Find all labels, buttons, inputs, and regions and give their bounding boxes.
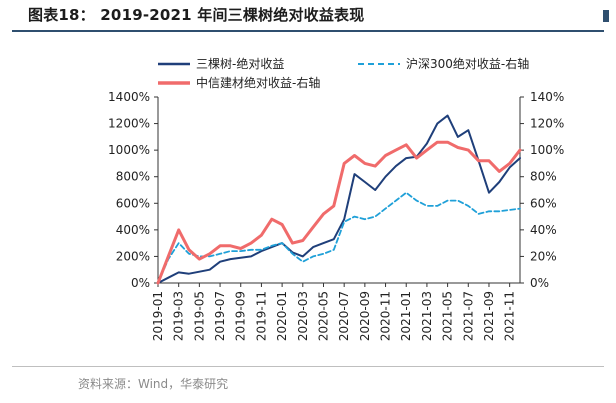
legend-label-sankeshu: 三棵树-绝对收益: [196, 56, 284, 71]
y-right-tick-label: 0%: [530, 276, 549, 290]
x-tick-label: 2019-07: [213, 291, 227, 341]
series-line-1: [157, 191, 521, 284]
x-tick-label: 2020-09: [358, 291, 372, 341]
x-tick-label: 2020-11: [379, 291, 393, 341]
y-left-tick-label: 800%: [116, 170, 150, 184]
legend-label-hs300: 沪深300绝对收益-右轴: [406, 56, 529, 71]
y-right-tick-label: 140%: [530, 90, 564, 104]
x-tick-label: 2019-05: [192, 291, 206, 341]
x-tick-label: 2020-07: [337, 291, 351, 341]
x-tick-label: 2021-01: [399, 291, 413, 341]
plot-area: [156, 114, 522, 285]
x-tick-label: 2021-03: [420, 291, 434, 341]
y-right-tick-label: 20%: [530, 249, 557, 263]
source-note: 资料来源：Wind，华泰研究: [78, 377, 229, 391]
chart-axes: 0% 200% 400% 600% 800% 1000% 1200% 1400% 0% 20% 40…: [108, 90, 564, 341]
x-tick-label: 2019-01: [151, 291, 165, 341]
y-right-tick-label: 60%: [530, 196, 557, 210]
x-tick-label: 2019-03: [172, 291, 186, 341]
x-tick-label: 2021-07: [461, 291, 475, 341]
legend-label-zxjc: 中信建材绝对收益-右轴: [196, 75, 320, 90]
y-left-tick-label: 1000%: [108, 143, 150, 157]
x-tick-label: 2021-09: [482, 291, 496, 341]
y-left-tick-label: 1400%: [108, 90, 150, 104]
y-left-tick-label: 0%: [131, 276, 150, 290]
y-left-tick-label: 400%: [116, 223, 150, 237]
x-tick-label: 2020-05: [316, 291, 330, 341]
x-tick-label: 2020-01: [275, 291, 289, 341]
source-divider: [12, 366, 604, 367]
y-right-tick-label: 120%: [530, 117, 564, 131]
edge-marker: [603, 10, 609, 22]
x-tick-label: 2021-05: [441, 291, 455, 341]
title-divider: [12, 30, 604, 32]
chart-title: 图表18： 2019-2021 年间三棵树绝对收益表现: [28, 6, 365, 24]
series-line-0: [157, 114, 521, 284]
x-tick-label: 2020-03: [296, 291, 310, 341]
x-tick-label: 2019-09: [234, 291, 248, 341]
y-right-tick-label: 100%: [530, 143, 564, 157]
y-left-tick-label: 1200%: [108, 117, 150, 131]
series-line-2: [156, 140, 522, 285]
x-tick-label: 2021-11: [503, 291, 517, 341]
y-right-tick-label: 40%: [530, 223, 557, 237]
chart-legend: 三棵树-绝对收益 沪深300绝对收益-右轴 中信建材绝对收益-右轴: [158, 56, 529, 90]
y-left-tick-label: 600%: [116, 196, 150, 210]
y-left-tick-label: 200%: [116, 249, 150, 263]
y-right-tick-label: 80%: [530, 170, 557, 184]
x-tick-label: 2019-11: [254, 291, 268, 341]
